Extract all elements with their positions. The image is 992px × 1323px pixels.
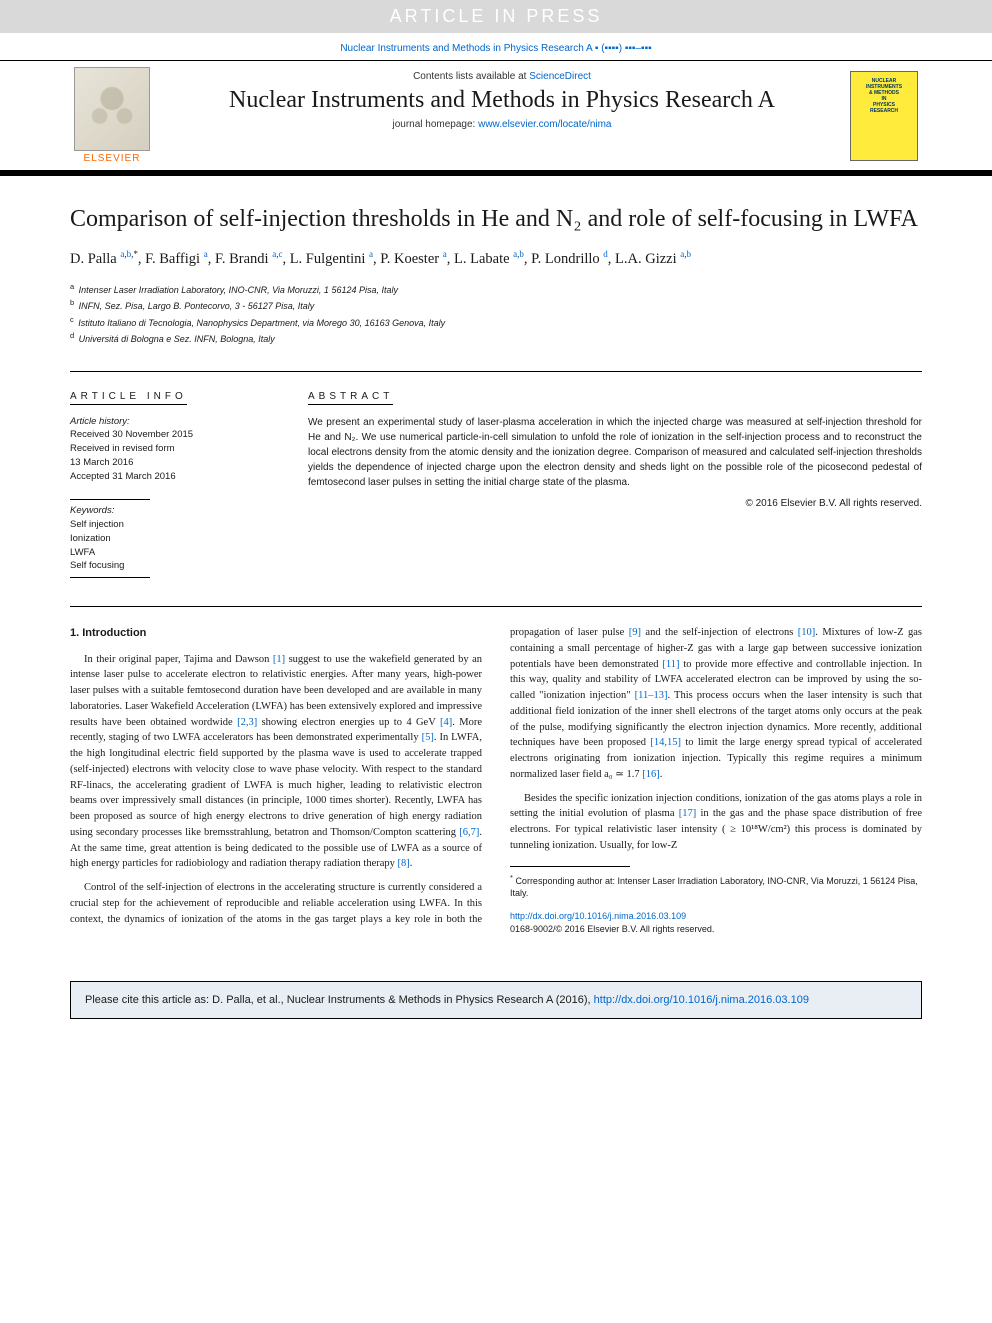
footnote-marker: * bbox=[510, 873, 513, 882]
ref-link[interactable]: [14,15] bbox=[650, 737, 681, 748]
article-history: Article history: Received 30 November 20… bbox=[70, 415, 280, 484]
text-run: . bbox=[660, 769, 663, 780]
text-run: radiation therapy bbox=[323, 858, 397, 869]
history-line: 13 March 2016 bbox=[70, 457, 133, 468]
keyword: LWFA bbox=[70, 547, 95, 558]
text-run: . In LWFA, the high longitudinal electri… bbox=[70, 732, 482, 838]
sciencedirect-link[interactable]: ScienceDirect bbox=[529, 71, 591, 82]
ref-link[interactable]: [17] bbox=[679, 808, 697, 819]
history-line: Received in revised form bbox=[70, 443, 175, 454]
article-in-press-banner: ARTICLE IN PRESS bbox=[0, 0, 992, 33]
affiliation-list: a Intenser Laser Irradiation Laboratory,… bbox=[70, 281, 922, 347]
masthead-center: Contents lists available at ScienceDirec… bbox=[154, 67, 850, 164]
journal-reference-line: Nuclear Instruments and Methods in Physi… bbox=[0, 33, 992, 60]
text-run: showing electron energies up to 4 GeV bbox=[257, 717, 440, 728]
keyword: Self focusing bbox=[70, 560, 124, 571]
keywords-heading: Keywords: bbox=[70, 505, 114, 516]
publisher-name: ELSEVIER bbox=[84, 153, 141, 164]
ref-link[interactable]: [4] bbox=[440, 717, 452, 728]
corresponding-author-footnote: * Corresponding author at: Intenser Lase… bbox=[510, 873, 922, 900]
ref-link[interactable]: [9] bbox=[629, 627, 641, 638]
cite-text: Please cite this article as: D. Palla, e… bbox=[85, 994, 594, 1006]
journal-ref-link[interactable]: Nuclear Instruments and Methods in Physi… bbox=[340, 43, 651, 54]
intro-para-3: Besides the specific ionization injectio… bbox=[510, 791, 922, 854]
ref-link[interactable]: [11–13] bbox=[635, 690, 668, 701]
issn-copyright: 0168-9002/© 2016 Elsevier B.V. All right… bbox=[510, 924, 714, 934]
ref-link[interactable]: [5] bbox=[422, 732, 434, 743]
keyword: Self injection bbox=[70, 519, 124, 530]
text-run: and the self-injection of electrons bbox=[641, 627, 798, 638]
divider bbox=[70, 499, 150, 500]
ref-link[interactable]: [11] bbox=[662, 659, 679, 670]
doi-link[interactable]: http://dx.doi.org/10.1016/j.nima.2016.03… bbox=[510, 911, 686, 921]
keywords-block: Keywords: Self injection Ionization LWFA… bbox=[70, 504, 280, 573]
history-line: Received 30 November 2015 bbox=[70, 429, 193, 440]
homepage-link[interactable]: www.elsevier.com/locate/nima bbox=[478, 119, 611, 130]
ref-link[interactable]: [8] bbox=[398, 858, 410, 869]
homepage-prefix: journal homepage: bbox=[392, 119, 478, 130]
author-list: D. Palla a,b,*, F. Baffigi a, F. Brandi … bbox=[70, 248, 922, 271]
section-divider bbox=[70, 606, 922, 607]
journal-cover-thumb: NUCLEAR INSTRUMENTS & METHODS IN PHYSICS… bbox=[850, 67, 922, 164]
abstract-copyright: © 2016 Elsevier B.V. All rights reserved… bbox=[308, 498, 922, 509]
article-info-label: ARTICLE INFO bbox=[70, 391, 187, 405]
history-heading: Article history: bbox=[70, 416, 130, 427]
keyword: Ionization bbox=[70, 533, 111, 544]
cite-doi-link[interactable]: http://dx.doi.org/10.1016/j.nima.2016.03… bbox=[594, 994, 809, 1006]
elsevier-tree-icon bbox=[74, 67, 150, 151]
masthead: ELSEVIER Contents lists available at Sci… bbox=[0, 60, 992, 176]
ref-link[interactable]: [1] bbox=[273, 654, 285, 665]
text-run: . bbox=[410, 858, 413, 869]
ref-link[interactable]: [2,3] bbox=[237, 717, 257, 728]
footnote-text: Corresponding author at: Intenser Laser … bbox=[510, 876, 918, 899]
article-title: Comparison of self-injection thresholds … bbox=[70, 204, 922, 234]
contents-prefix: Contents lists available at bbox=[413, 71, 529, 82]
abstract-text: We present an experimental study of lase… bbox=[308, 415, 922, 490]
journal-title: Nuclear Instruments and Methods in Physi… bbox=[164, 86, 840, 115]
citation-box: Please cite this article as: D. Palla, e… bbox=[70, 981, 922, 1020]
doi-block: http://dx.doi.org/10.1016/j.nima.2016.03… bbox=[510, 910, 922, 937]
ref-link[interactable]: [6,7] bbox=[459, 827, 479, 838]
publisher-logo-block: ELSEVIER bbox=[70, 67, 154, 164]
cover-line: RESEARCH bbox=[870, 108, 898, 114]
history-line: Accepted 31 March 2016 bbox=[70, 471, 176, 482]
ref-link[interactable]: [10] bbox=[798, 627, 816, 638]
footnote-separator bbox=[510, 866, 630, 867]
ref-link[interactable]: [16] bbox=[642, 769, 660, 780]
abstract-label: ABSTRACT bbox=[308, 391, 393, 405]
text-run: In their original paper, Tajima and Daws… bbox=[84, 654, 273, 665]
intro-para-1: In their original paper, Tajima and Daws… bbox=[70, 652, 482, 873]
body-columns: 1. Introduction In their original paper,… bbox=[70, 625, 922, 937]
section-heading-intro: 1. Introduction bbox=[70, 625, 482, 642]
divider bbox=[70, 577, 150, 578]
